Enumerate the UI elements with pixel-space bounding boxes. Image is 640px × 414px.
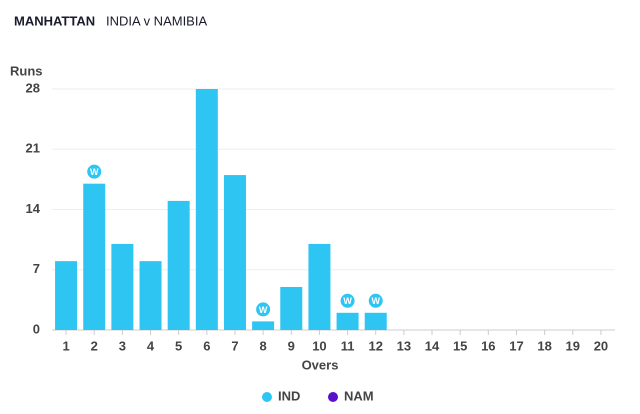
- bar: [223, 175, 246, 330]
- y-tick-label: 0: [33, 321, 40, 336]
- wicket-label: W: [259, 305, 268, 315]
- y-tick-label: 7: [33, 261, 40, 276]
- x-tick-label: 4: [147, 338, 155, 353]
- x-tick-label: 5: [175, 338, 182, 353]
- y-tick-label: 28: [26, 80, 40, 95]
- y-axis-label: Runs: [10, 63, 43, 78]
- bar: [55, 261, 78, 330]
- wicket-label: W: [343, 296, 352, 306]
- x-tick-label: 18: [537, 338, 551, 353]
- x-tick-label: 10: [312, 338, 326, 353]
- bar: [364, 312, 387, 330]
- x-tick-label: 9: [288, 338, 295, 353]
- x-tick-label: 1: [62, 338, 69, 353]
- chart-title: MANHATTAN: [14, 13, 95, 28]
- wicket-label: W: [371, 296, 380, 306]
- bar: [167, 200, 190, 330]
- x-tick-label: 6: [203, 338, 210, 353]
- x-tick-label: 11: [341, 338, 355, 353]
- wicket-marker: [366, 291, 385, 310]
- x-tick-label: 15: [453, 338, 467, 353]
- x-tick-label: 12: [368, 338, 382, 353]
- bar: [139, 261, 162, 330]
- wicket-label: W: [90, 167, 99, 177]
- x-tick-label: 2: [91, 338, 98, 353]
- x-tick-label: 8: [260, 338, 267, 353]
- wicket-marker: [254, 300, 273, 319]
- legend-label: NAM: [344, 388, 374, 403]
- wicket-marker: [85, 162, 104, 181]
- x-tick-label: 16: [481, 338, 495, 353]
- x-tick-label: 20: [594, 338, 608, 353]
- x-tick-label: 19: [566, 338, 580, 353]
- bar: [308, 243, 331, 330]
- x-axis-label: Overs: [302, 357, 339, 372]
- legend-swatch: [328, 392, 338, 402]
- y-tick-label: 21: [26, 141, 40, 156]
- bar: [195, 89, 218, 330]
- bar: [280, 286, 303, 330]
- x-tick-label: 17: [509, 338, 523, 353]
- x-tick-label: 13: [397, 338, 411, 353]
- bar: [83, 183, 106, 330]
- bar: [111, 243, 134, 330]
- legend-label: IND: [278, 388, 300, 403]
- wicket-marker: [338, 291, 357, 310]
- x-tick-label: 14: [425, 338, 440, 353]
- x-tick-label: 3: [119, 338, 126, 353]
- y-tick-label: 14: [26, 201, 41, 216]
- x-tick-label: 7: [231, 338, 238, 353]
- bar: [252, 321, 275, 330]
- legend-swatch: [262, 392, 272, 402]
- bar: [336, 312, 359, 330]
- chart-subtitle: INDIA v NAMIBIA: [106, 13, 207, 28]
